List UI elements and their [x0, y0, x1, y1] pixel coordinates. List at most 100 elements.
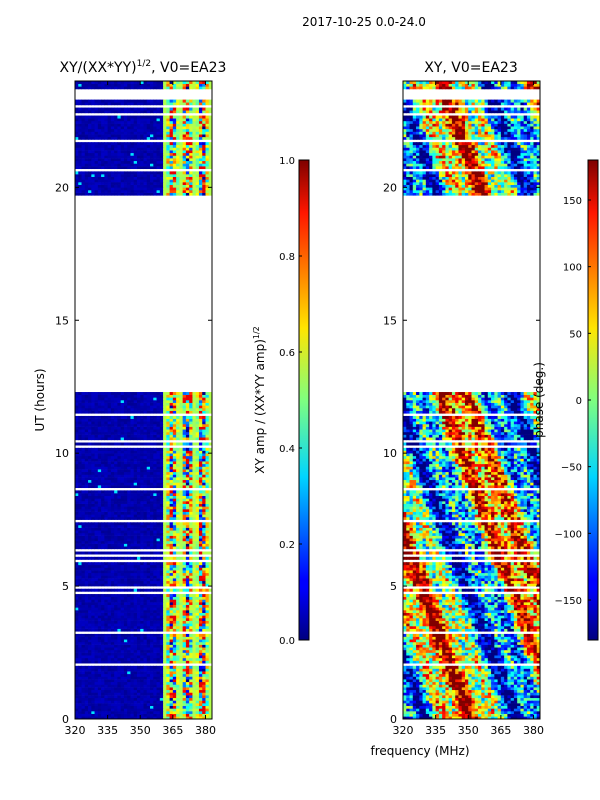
amplitude-cell [172, 508, 177, 512]
amplitude-cell [78, 689, 83, 693]
amplitude-cell [114, 580, 118, 584]
amplitude-cell [136, 514, 141, 518]
amplitude-cell [120, 530, 125, 534]
amplitude-cell [84, 673, 89, 677]
amplitude-cell [114, 636, 118, 640]
amplitude-cell [169, 665, 174, 669]
amplitude-cell [94, 524, 99, 528]
amplitude-cell [97, 620, 102, 624]
amplitude-cell [91, 453, 96, 457]
amplitude-cell [146, 615, 151, 619]
amplitude-cell [156, 572, 161, 576]
amplitude-cell [94, 671, 99, 675]
amplitude-cell [130, 697, 135, 701]
amplitude-cell [159, 485, 164, 489]
amplitude-cell [192, 660, 197, 664]
amplitude-cell [81, 540, 86, 544]
amplitude-cell [176, 511, 180, 515]
amplitude-cell [123, 644, 128, 648]
amplitude-cell [84, 466, 89, 470]
amplitude-cell [91, 708, 96, 712]
amplitude-cell [88, 647, 92, 651]
amplitude-cell [110, 695, 115, 699]
amplitude-cell [101, 556, 105, 560]
amplitude-cell [163, 580, 167, 584]
amplitude-cell [153, 477, 158, 481]
amplitude-cell [182, 647, 187, 651]
amplitude-cell [208, 628, 212, 632]
amplitude-cell [205, 508, 210, 512]
amplitude-cell [133, 187, 138, 191]
amplitude-cell [198, 535, 203, 539]
amplitude-cell [208, 485, 212, 489]
amplitude-cell [195, 179, 200, 183]
amplitude-cell [101, 687, 105, 691]
amplitude-cell [104, 660, 109, 664]
amplitude-cell [75, 679, 79, 683]
amplitude-cell [101, 530, 105, 534]
amplitude-cell [114, 471, 118, 475]
amplitude-cell [114, 530, 118, 534]
amplitude-cell [110, 421, 115, 425]
amplitude-cell [140, 405, 144, 409]
amplitude-cell [202, 426, 206, 430]
amplitude-cell [84, 469, 89, 473]
amplitude-cell [130, 711, 135, 714]
amplitude-cell [159, 490, 164, 494]
amplitude-cell [91, 639, 96, 643]
amplitude-cell [163, 437, 167, 441]
amplitude-cell [107, 697, 112, 701]
amplitude-cell [114, 400, 118, 403]
amplitude-cell [75, 668, 79, 672]
amplitude-cell [133, 673, 138, 677]
amplitude-cell [176, 402, 180, 406]
amplitude-cell [110, 458, 115, 462]
amplitude-cell [172, 697, 177, 701]
amplitude-cell [78, 540, 83, 544]
amplitude-cell [159, 516, 164, 520]
amplitude-cell [169, 418, 174, 422]
amplitude-cell [81, 493, 86, 496]
amplitude-cell [202, 580, 206, 584]
amplitude-cell [159, 612, 164, 616]
amplitude-cell [153, 437, 158, 441]
amplitude-cell [195, 687, 200, 691]
amplitude-cell [195, 628, 200, 632]
amplitude-cell [130, 405, 135, 409]
amplitude-cell [133, 415, 138, 419]
amplitude-cell [123, 490, 128, 494]
amplitude-cell [84, 524, 89, 528]
amplitude-cell [130, 713, 135, 717]
amplitude-cell [84, 184, 89, 188]
amplitude-cell [182, 716, 187, 719]
amplitude-cell [163, 676, 167, 680]
amplitude-cell [91, 556, 96, 560]
amplitude-cell [192, 429, 197, 433]
amplitude-cell [75, 418, 79, 422]
amplitude-cell [150, 652, 154, 656]
amplitude-cell [88, 684, 92, 688]
amplitude-cell [114, 639, 118, 643]
amplitude-cell [110, 647, 115, 651]
amplitude-cell [101, 564, 105, 568]
amplitude-cell [78, 535, 83, 539]
amplitude-cell [172, 628, 177, 632]
amplitude-cell [179, 498, 184, 502]
amplitude-cell [133, 594, 138, 598]
amplitude-cell [185, 649, 190, 653]
amplitude-cell [114, 681, 118, 685]
amplitude-cell [146, 572, 151, 576]
amplitude-cell [123, 400, 128, 403]
amplitude-cell [136, 636, 141, 640]
amplitude-cell [205, 546, 210, 550]
amplitude-cell [84, 516, 89, 520]
amplitude-cell [198, 469, 203, 473]
amplitude-cell [136, 447, 141, 451]
amplitude-cell [110, 684, 115, 688]
amplitude-cell [75, 429, 79, 433]
amplitude-cell [91, 392, 96, 395]
amplitude-cell [133, 580, 138, 584]
amplitude-cell [101, 594, 105, 598]
amplitude-cell [205, 628, 210, 632]
amplitude-cell [140, 410, 144, 414]
